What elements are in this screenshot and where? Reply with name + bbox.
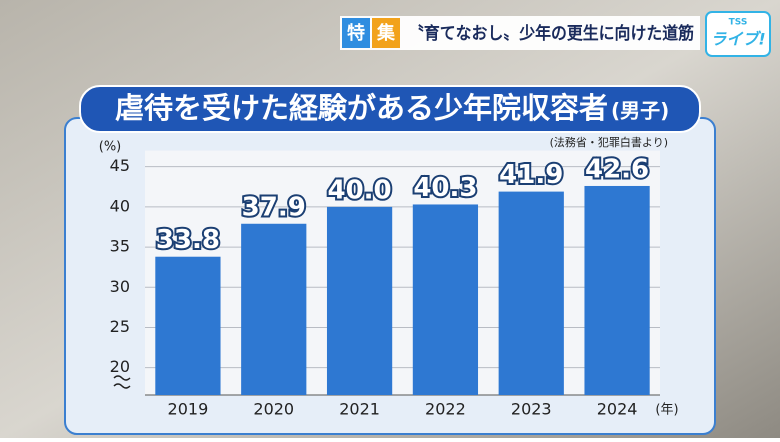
y-tick-label: 30: [110, 277, 130, 296]
y-tick-label: 25: [110, 317, 130, 336]
headline: 〝育てなおし〟少年の更生に向けた道筋: [408, 23, 694, 44]
bar: [584, 185, 650, 395]
title-bar: [79, 85, 701, 133]
value-label: 41.9: [499, 160, 563, 190]
axis-break: [113, 375, 131, 389]
plot-area: [145, 150, 660, 395]
value-label: 42.6: [585, 154, 649, 184]
logo-box: [705, 11, 771, 57]
source: (法務省・犯罪白書より): [550, 135, 668, 149]
value-label: 40.3: [413, 173, 477, 203]
x-tick-label: 2024: [597, 400, 638, 419]
value-label: 40.0: [328, 175, 392, 205]
x-tick-label: 2021: [339, 400, 380, 419]
value-label: 33.8: [156, 225, 220, 255]
value-label: 37.9: [242, 192, 306, 222]
tag: 集: [376, 22, 396, 44]
x-tick-label: 2019: [168, 400, 209, 419]
chart-subtitle: (男子): [611, 99, 669, 123]
y-unit: (%): [99, 140, 122, 155]
bar: [498, 191, 564, 395]
x-tick-label: 2022: [425, 400, 466, 419]
logo: ライブ!: [710, 30, 765, 49]
y-tick-label: 20: [110, 357, 130, 376]
bar: [326, 206, 393, 395]
tag-box: [342, 18, 370, 48]
x-tick-label: 2023: [511, 400, 552, 419]
bar: [155, 256, 221, 395]
tag-box: [372, 18, 400, 48]
y-tick-label: 35: [110, 237, 130, 256]
bar: [412, 204, 479, 395]
y-tick-label: 40: [110, 196, 130, 215]
bar: [241, 223, 307, 395]
tag: 特: [347, 22, 365, 44]
logo-small: TSS: [729, 18, 748, 28]
y-tick-label: 45: [110, 156, 130, 175]
chart-title: 虐待を受けた経験がある少年院収容者: [115, 91, 608, 125]
x-unit: (年): [655, 403, 678, 418]
x-tick-label: 2020: [253, 400, 294, 419]
